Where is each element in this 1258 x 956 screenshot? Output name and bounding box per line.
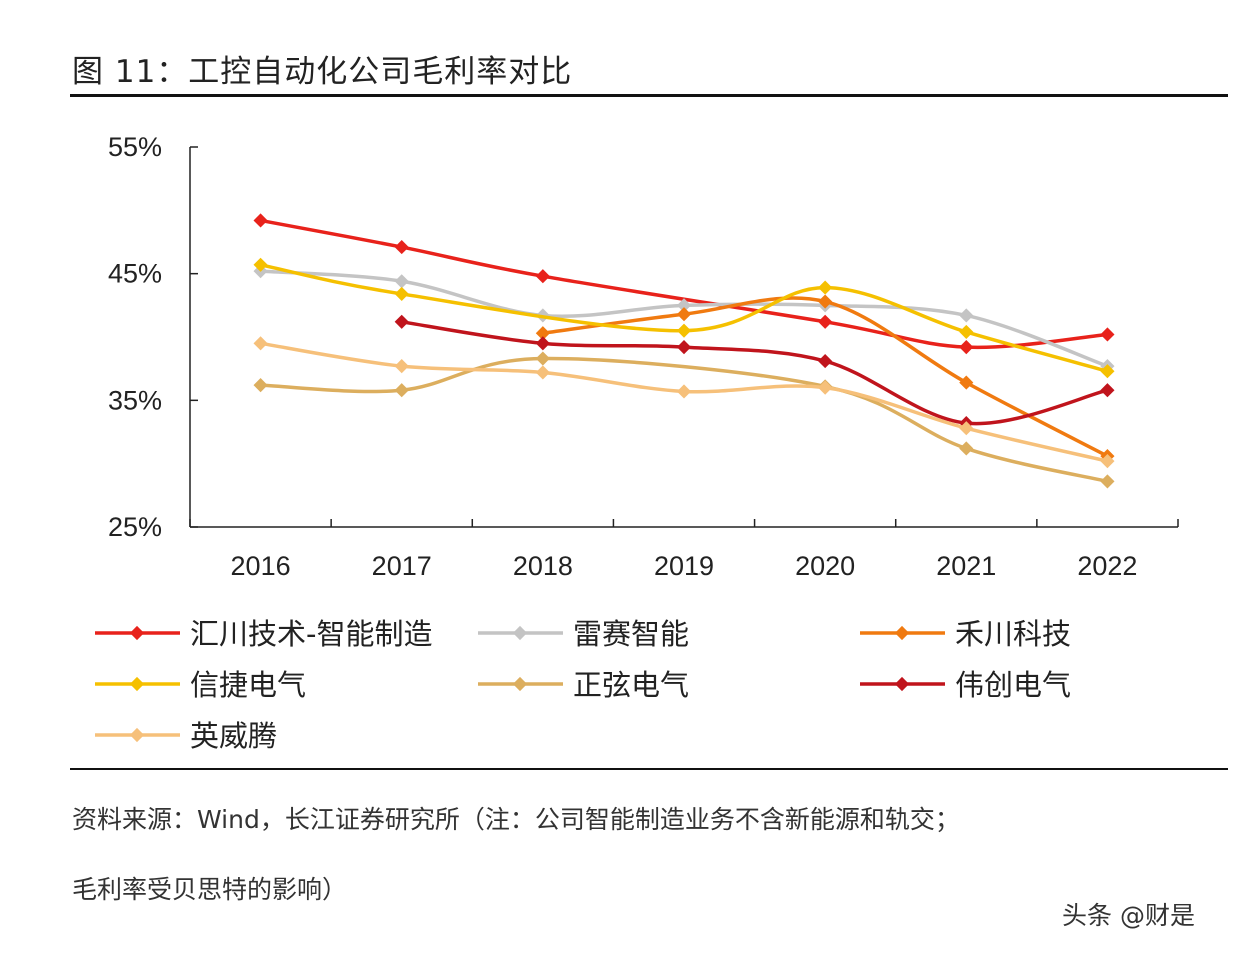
- data-point: [676, 340, 692, 355]
- data-point: [818, 380, 833, 395]
- series-line: [401, 320, 1108, 426]
- legend-marker: [894, 676, 910, 692]
- figure-title: 图 11：工控自动化公司毛利率对比: [72, 54, 573, 90]
- data-point: [394, 314, 409, 329]
- watermark: 头条 @财是: [1062, 901, 1195, 930]
- data-point: [959, 308, 974, 323]
- data-point: [535, 365, 550, 380]
- data-point: [676, 298, 692, 313]
- y-tick-label: 55%: [108, 132, 162, 162]
- legend-label: 汇川技术-智能制造: [190, 617, 432, 651]
- data-point: [818, 280, 833, 295]
- x-tick-label: 2022: [1077, 551, 1137, 581]
- legend-marker: [129, 625, 145, 641]
- data-point: [818, 294, 833, 309]
- data-point: [1100, 327, 1115, 342]
- legend-label: 禾川科技: [955, 617, 1071, 651]
- legend-marker: [512, 625, 528, 641]
- legend-marker: [129, 676, 145, 692]
- legend-marker: [894, 625, 910, 641]
- data-point: [1100, 383, 1115, 398]
- data-point: [394, 359, 409, 374]
- data-point: [535, 351, 550, 366]
- x-tick-label: 2016: [231, 551, 291, 581]
- data-point: [959, 324, 974, 340]
- source-note-cont: 毛利率受贝思特的影响）: [72, 875, 348, 904]
- legend-label: 伟创电气: [955, 668, 1071, 702]
- data-point: [676, 323, 692, 338]
- series-line: [260, 263, 1108, 373]
- series-line: [260, 341, 1108, 463]
- y-tick-label: 25%: [108, 512, 162, 542]
- data-point: [253, 336, 268, 351]
- bottom-rule: [70, 768, 1228, 770]
- data-point: [1100, 364, 1115, 379]
- data-point: [818, 353, 833, 369]
- data-point: [959, 421, 974, 436]
- data-point: [535, 336, 550, 351]
- top-rule: [70, 94, 1228, 97]
- y-tick-label: 35%: [108, 385, 162, 415]
- legend-label: 正弦电气: [573, 668, 689, 702]
- data-point: [253, 378, 268, 393]
- legend-label: 信捷电气: [190, 668, 306, 702]
- x-tick-label: 2021: [936, 551, 996, 581]
- legend-marker: [129, 727, 145, 743]
- x-tick-label: 2019: [654, 551, 714, 581]
- legend-marker: [512, 676, 528, 692]
- data-point: [394, 239, 409, 255]
- source-note: 资料来源：Wind，长江证券研究所（注：公司智能制造业务不含新能源和轨交；: [72, 805, 960, 834]
- series-line: [260, 356, 1108, 484]
- x-tick-label: 2018: [513, 551, 573, 581]
- data-point: [676, 384, 692, 399]
- line-chart: 25% 35% 45% 55% 2016 2017 2018 2019 2020 2021 2022…: [95, 132, 1179, 753]
- data-point: [1100, 474, 1115, 489]
- legend-label: 雷赛智能: [573, 617, 689, 651]
- legend-label: 英威腾: [190, 719, 277, 753]
- data-point: [818, 314, 833, 329]
- data-point: [535, 326, 550, 341]
- data-point: [676, 307, 692, 322]
- y-tick-label: 45%: [108, 259, 162, 289]
- x-tick-label: 2017: [372, 551, 432, 581]
- data-point: [959, 375, 974, 390]
- data-point: [959, 340, 974, 355]
- data-point: [1100, 454, 1115, 469]
- data-point: [253, 213, 268, 228]
- data-point: [535, 269, 550, 284]
- data-point: [394, 286, 409, 302]
- data-point: [959, 441, 974, 456]
- data-point: [394, 383, 409, 398]
- data-point: [394, 274, 409, 289]
- x-tick-label: 2020: [795, 551, 855, 581]
